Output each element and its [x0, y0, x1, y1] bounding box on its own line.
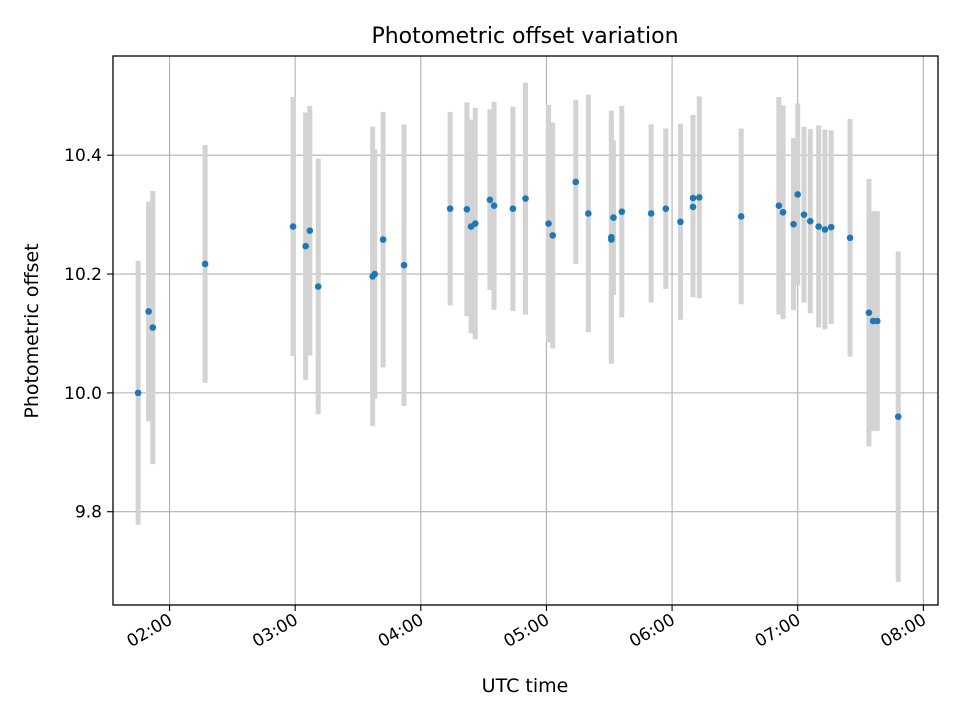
data-point — [379, 236, 387, 243]
data-point — [509, 205, 517, 212]
x-tick-label: 08:00 — [877, 610, 929, 652]
data-point — [846, 234, 854, 242]
data-point — [800, 211, 808, 218]
data-point — [689, 203, 697, 211]
data-point — [302, 242, 309, 250]
y-tick-label: 10.4 — [64, 146, 102, 166]
data-point — [794, 191, 802, 198]
data-point — [201, 260, 209, 268]
data-point — [145, 308, 152, 315]
data-point — [775, 202, 783, 210]
data-point — [289, 223, 297, 230]
x-axis-ticks: 02:00 03:00 04:00 05:00 06:00 07:00 08:00 — [124, 605, 930, 652]
data-point — [737, 213, 745, 220]
data-point — [821, 226, 829, 233]
data-point — [662, 205, 670, 212]
y-tick-label: 10.0 — [64, 384, 102, 404]
x-tick-label: 02:00 — [124, 610, 176, 652]
plot-area-frame — [112, 55, 939, 606]
data-point — [314, 283, 322, 290]
data-point — [618, 208, 626, 215]
y-axis-label: Photometric offset — [21, 243, 43, 418]
x-axis-label: UTC time — [482, 675, 569, 697]
data-points — [134, 178, 902, 420]
data-point — [371, 270, 379, 278]
data-point — [873, 317, 881, 325]
y-axis-ticks: 9.8 10.0 10.2 10.4 — [64, 146, 113, 523]
x-tick-label: 03:00 — [249, 610, 301, 652]
data-point — [490, 202, 498, 210]
y-tick-label: 9.8 — [75, 503, 102, 523]
x-tick-label: 07:00 — [752, 610, 804, 652]
data-point — [522, 195, 529, 202]
data-point — [486, 196, 494, 204]
data-point — [446, 205, 454, 212]
y-tick-label: 10.2 — [64, 265, 102, 285]
data-point — [806, 217, 814, 225]
data-point — [608, 236, 615, 243]
data-point — [865, 309, 873, 316]
data-point — [610, 214, 617, 221]
data-point — [689, 194, 697, 202]
data-point — [779, 208, 787, 216]
data-point — [400, 261, 408, 269]
data-point — [815, 223, 822, 230]
data-point — [827, 223, 835, 231]
x-tick-label: 06:00 — [626, 610, 678, 652]
data-point — [149, 324, 157, 331]
chart-title: Photometric offset variation — [371, 24, 678, 49]
data-point — [471, 220, 479, 227]
error-bars — [135, 82, 901, 582]
x-tick-label: 04:00 — [375, 610, 427, 652]
data-point — [647, 210, 655, 217]
data-point — [695, 194, 703, 201]
data-point — [463, 205, 471, 213]
x-tick-label: 05:00 — [501, 610, 553, 652]
data-point — [894, 413, 902, 420]
data-point — [677, 218, 684, 226]
data-point — [572, 178, 580, 186]
data-point — [545, 220, 552, 227]
data-point — [549, 232, 557, 239]
data-point — [790, 220, 797, 228]
data-point — [306, 227, 314, 234]
data-point — [585, 210, 592, 217]
data-point — [134, 389, 142, 397]
